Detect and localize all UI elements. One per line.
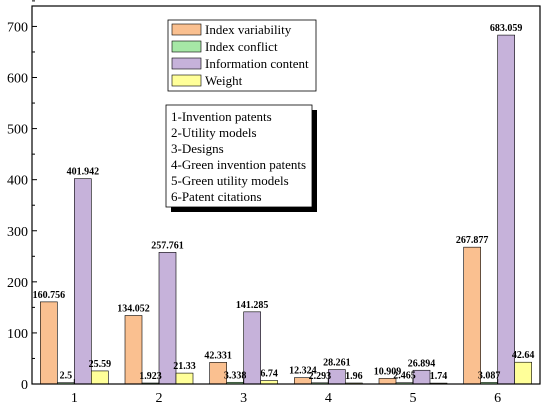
legend-swatch-index-conflict [171,40,202,53]
data-label-information-content-4: 28.261 [323,358,351,369]
x-axis: 1 2 3 4 5 6 [71,379,501,405]
category-key-1: 1-Invention patents [171,109,272,124]
x-tick-label-3: 3 [240,391,247,405]
data-label-index-variability-4: 12.324 [289,366,317,377]
data-label-information-content-6: 683.059 [490,23,523,34]
data-label-information-content-2: 257.761 [151,240,184,251]
category-key-panel [165,104,313,208]
data-label-index-conflict-1: 2.5 [60,371,73,382]
legend-label-weight: Weight [205,73,243,88]
data-label-index-conflict-6: 3.087 [478,370,501,381]
legend-swatch-information-content [171,57,202,70]
bar-weight-2 [175,372,194,385]
data-label-weight-2: 21.33 [173,361,196,372]
x-tick-label-5: 5 [410,391,417,405]
data-label-index-variability-6: 267.877 [456,235,489,246]
category-key-5: 5-Green utility models [171,173,289,188]
y-tick-label-500: 500 [7,123,28,138]
legend: Index variability Index conflict Informa… [167,19,317,92]
plot-frame [31,5,541,385]
data-label-index-variability-5: 10.909 [374,366,402,377]
x-tick-label-2: 2 [156,391,163,405]
y-tick-label-400: 400 [7,174,28,189]
data-label-index-conflict-3: 3.338 [224,370,247,381]
x-tick-label-6: 6 [494,391,501,405]
y-axis: 0 100 200 300 400 500 600 700 [7,0,37,393]
data-labels-layer: 160.756 134.052 42.331 12.324 10.909 267.877 2… [33,23,535,382]
bar-information-content-1 [74,178,92,385]
bars-layer [40,34,532,385]
data-label-index-variability-2: 134.052 [117,304,150,315]
data-label-information-content-1: 401.942 [67,167,100,178]
x-tick-label-1: 1 [71,391,78,405]
bar-index-variability-1 [40,301,58,385]
legend-swatch-weight [171,74,202,87]
y-tick-label-300: 300 [7,225,28,240]
bar-weight-1 [91,370,109,385]
data-label-index-variability-3: 42.331 [204,350,232,361]
category-key-3: 3-Designs [171,141,224,156]
bar-weight-6 [514,361,532,385]
bar-information-content-6 [497,34,515,385]
y-tick-label-100: 100 [7,327,28,342]
legend-label-index-variability: Index variability [205,22,292,37]
data-label-index-conflict-2: 1.923 [139,371,162,382]
data-label-index-variability-1: 160.756 [33,290,66,301]
legend-swatch-index-variability [171,23,202,36]
y-tick-label-0: 0 [21,378,28,393]
category-key-6: 6-Patent citations [171,189,262,204]
data-label-weight-6: 42.64 [512,350,535,361]
data-label-weight-3: 6.74 [260,369,278,380]
data-label-information-content-5: 26.894 [408,358,436,369]
data-label-weight-1: 25.59 [89,359,112,370]
y-tick-label-600: 600 [7,72,28,87]
data-label-index-conflict-5: 2.465 [393,371,416,382]
y-tick-label-200: 200 [7,276,28,291]
legend-label-information-content: Information content [205,56,309,71]
category-key-2: 2-Utility models [171,125,257,140]
data-label-weight-5: 1.74 [430,371,448,382]
category-key-box: 1-Invention patents 2-Utility models 3-D… [165,104,317,212]
bar-index-variability-6 [463,246,481,385]
data-label-index-conflict-4: 2.293 [309,371,332,382]
legend-label-index-conflict: Index conflict [205,39,278,54]
data-label-information-content-3: 141.285 [236,300,269,311]
y-tick-label-700: 700 [7,20,28,35]
x-tick-label-4: 4 [325,391,332,405]
data-label-weight-4: 1.96 [345,371,363,382]
category-key-4: 4-Green invention patents [171,157,306,172]
